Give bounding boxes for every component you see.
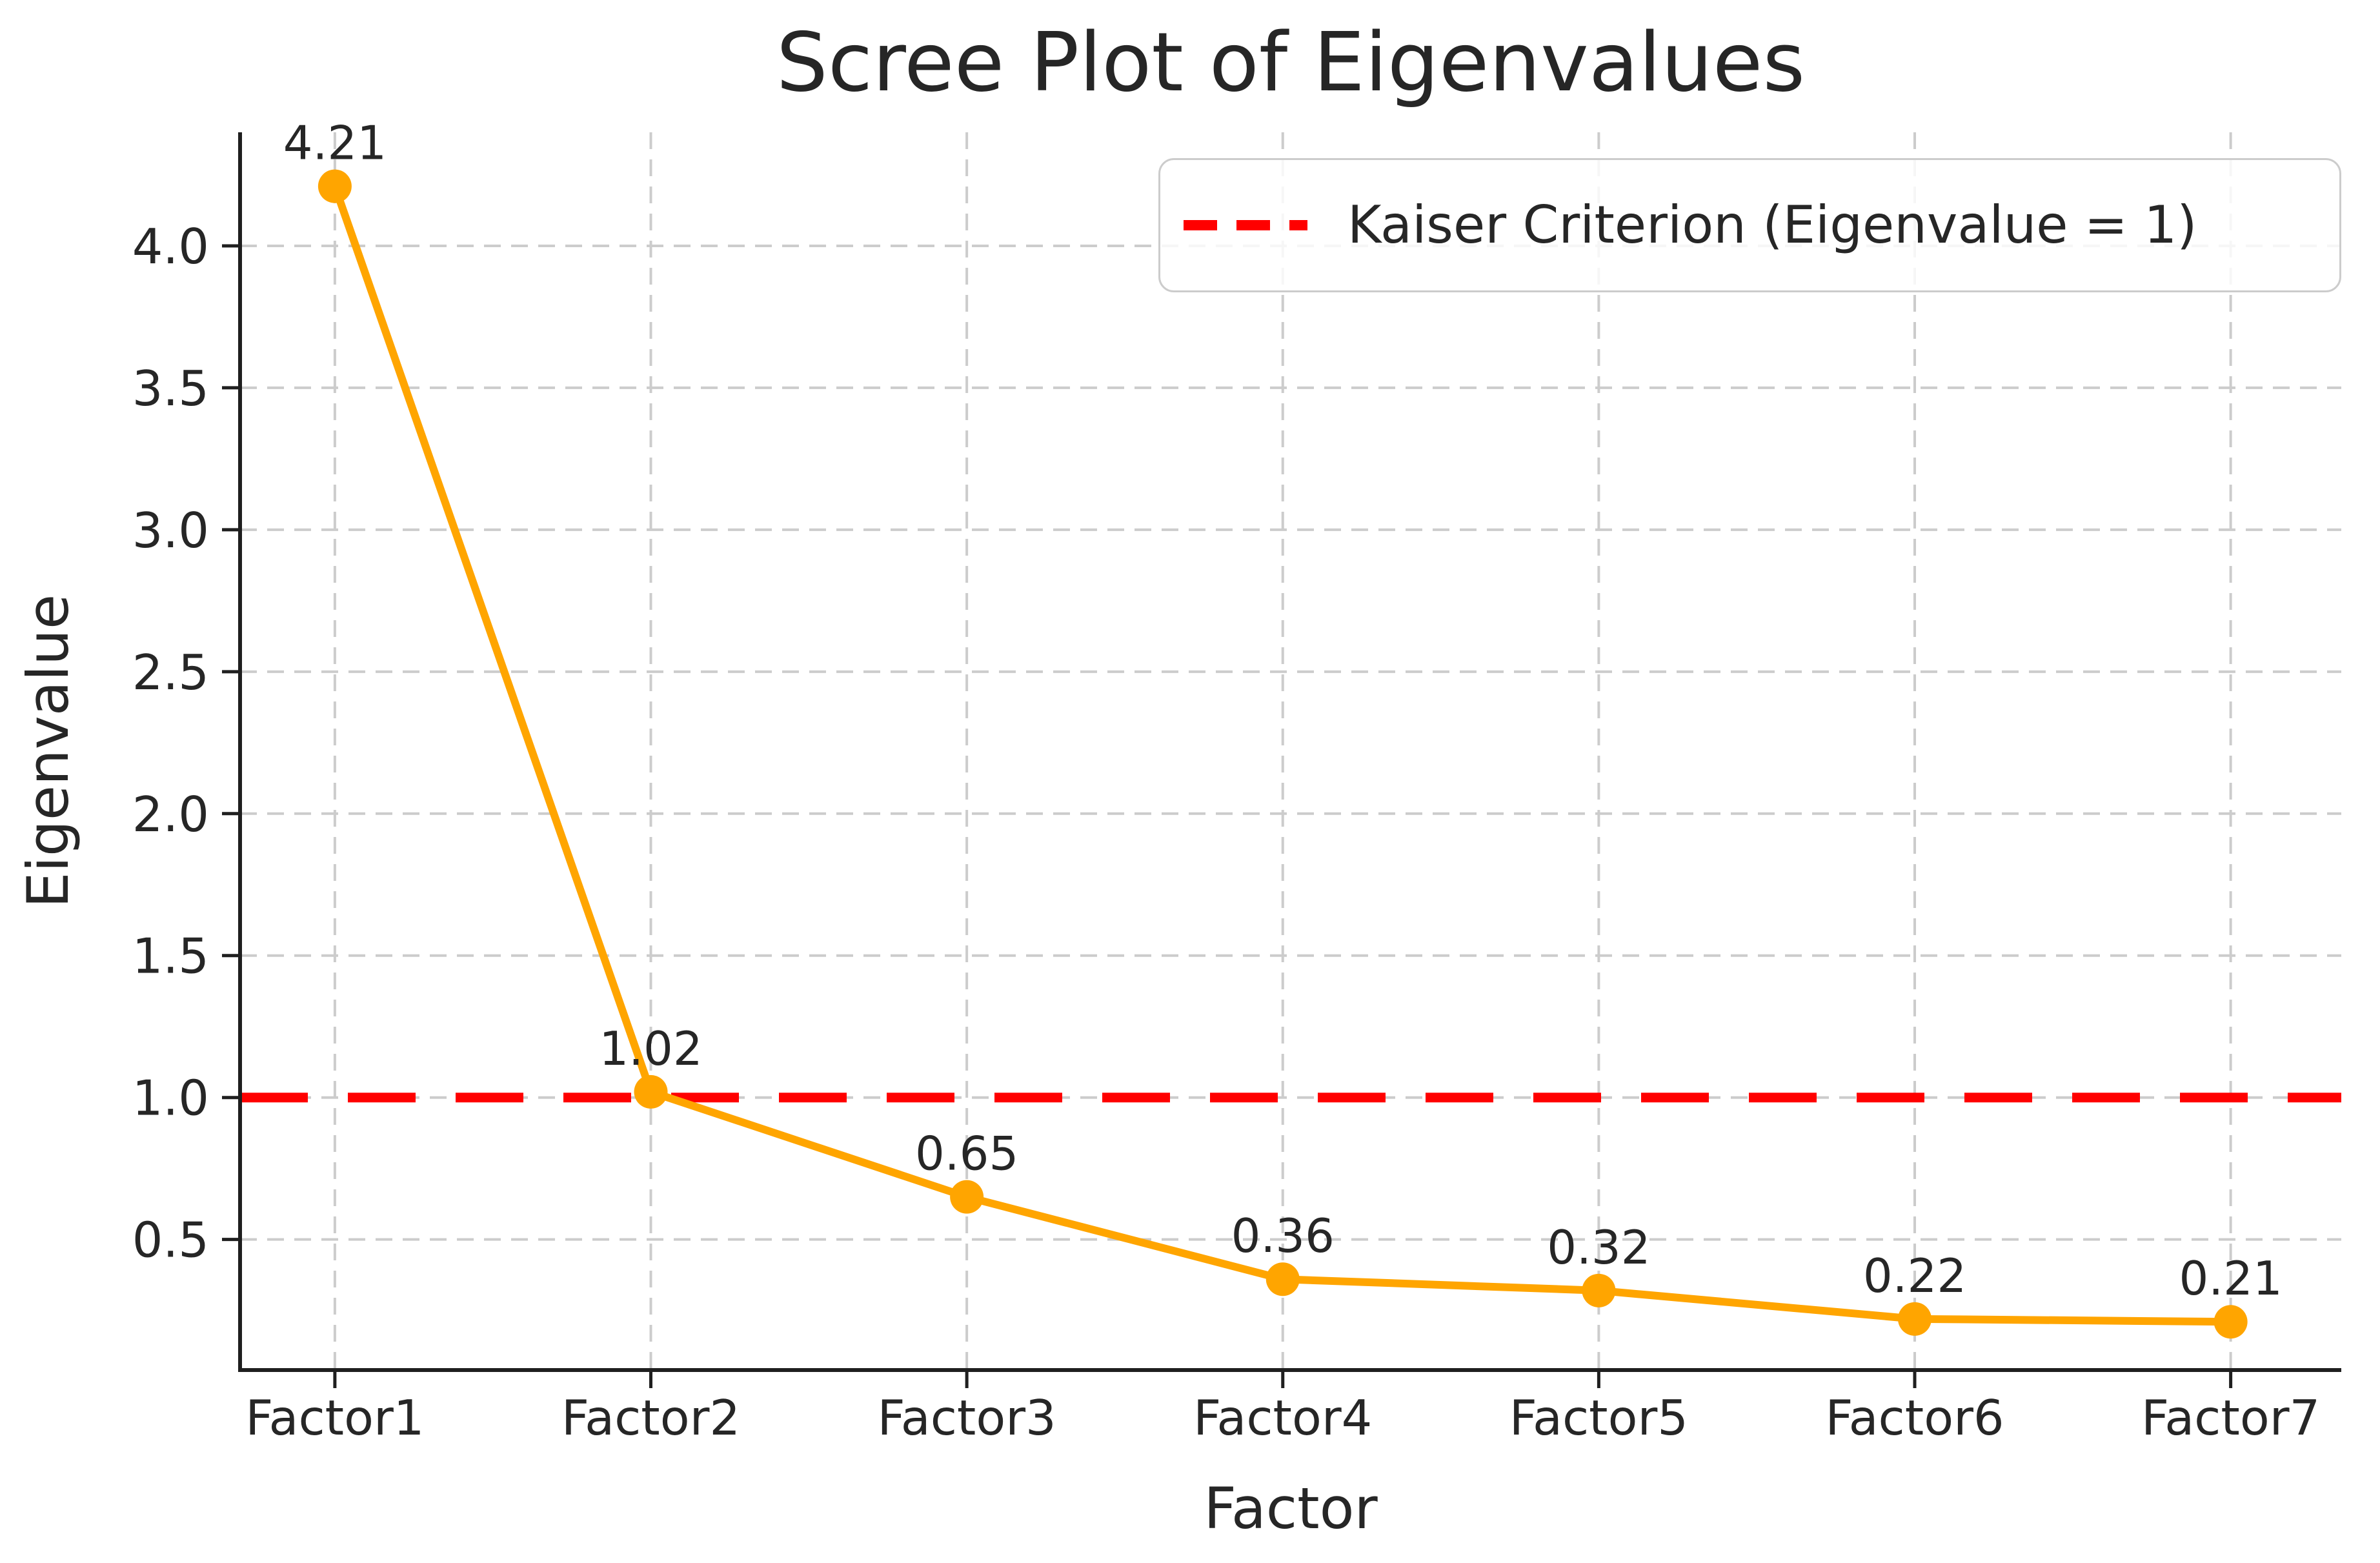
point-label-layer: 4.21 1.02 0.65 0.36 0.32 0.22 0.21 — [283, 116, 2283, 1306]
y-tick-label: 3.5 — [132, 360, 209, 417]
y-axis-label: Eigenvalue — [15, 594, 81, 908]
data-point-marker — [950, 1180, 984, 1214]
point-value-label: 0.65 — [915, 1127, 1018, 1181]
axes-layer: Factor1 Factor2 Factor3 Factor4 Factor5 Facto… — [132, 132, 2341, 1446]
x-tick-label: Factor5 — [1509, 1389, 1688, 1446]
x-tick-label: Factor4 — [1193, 1389, 1372, 1446]
y-tick-label: 0.5 — [132, 1212, 209, 1269]
point-value-label: 4.21 — [283, 116, 387, 170]
y-tick-label: 1.5 — [132, 928, 209, 985]
y-tick-label: 1.0 — [132, 1070, 209, 1127]
point-value-label: 0.36 — [1231, 1209, 1335, 1263]
data-point-marker — [634, 1074, 668, 1109]
point-value-label: 0.32 — [1547, 1220, 1650, 1275]
x-tick-label: Factor3 — [877, 1389, 1056, 1446]
chart-title: Scree Plot of Eigenvalues — [776, 15, 1805, 110]
legend: Kaiser Criterion (Eigenvalue = 1) — [1158, 158, 2341, 292]
data-point-marker — [2214, 1305, 2248, 1339]
legend-dash-sample-icon — [1184, 220, 1307, 230]
eigenvalue-series-layer — [318, 169, 2248, 1339]
legend-label: Kaiser Criterion (Eigenvalue = 1) — [1347, 195, 2197, 255]
data-point-marker — [1898, 1302, 1932, 1336]
data-point-marker — [1582, 1273, 1616, 1307]
x-tick-label: Factor7 — [2141, 1389, 2320, 1446]
x-tick-label: Factor2 — [561, 1389, 740, 1446]
point-value-label: 1.02 — [599, 1022, 702, 1076]
y-tick-label: 4.0 — [132, 218, 209, 275]
grid-layer — [240, 132, 2341, 1370]
x-tick-label: Factor1 — [245, 1389, 424, 1446]
y-tick-label: 3.0 — [132, 502, 209, 559]
data-point-marker — [318, 169, 352, 203]
y-tick-label: 2.0 — [132, 786, 209, 843]
y-tick-label: 2.5 — [132, 644, 209, 701]
x-axis-label: Factor — [1204, 1475, 1378, 1542]
point-value-label: 0.21 — [2179, 1251, 2282, 1306]
x-tick-label: Factor6 — [1825, 1389, 2004, 1446]
point-value-label: 0.22 — [1863, 1249, 1966, 1303]
data-point-marker — [1266, 1262, 1300, 1296]
